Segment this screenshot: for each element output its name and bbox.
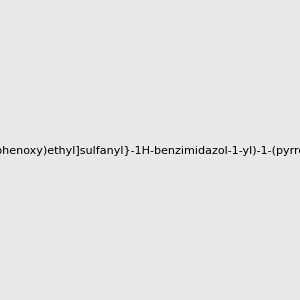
Text: 2-(2-{[2-(2-chlorophenoxy)ethyl]sulfanyl}-1H-benzimidazol-1-yl)-1-(pyrrolidin-1-: 2-(2-{[2-(2-chlorophenoxy)ethyl]sulfanyl… bbox=[0, 146, 300, 157]
